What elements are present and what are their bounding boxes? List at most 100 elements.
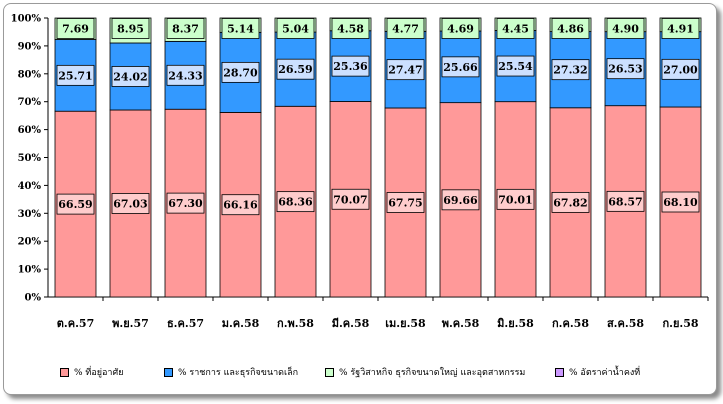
data-label-box — [441, 18, 480, 39]
x-tick-label: ก.ย.58 — [662, 317, 698, 330]
data-label: 66.59 — [58, 198, 92, 211]
y-tick-label: 60% — [18, 125, 42, 136]
data-label-box — [331, 55, 370, 77]
legend-swatch-residential — [60, 367, 69, 377]
data-label: 27.47 — [388, 64, 422, 77]
data-label: 67.82 — [553, 196, 587, 209]
data-label-box — [166, 18, 205, 39]
data-label: 4.45 — [502, 23, 529, 36]
data-label-box — [56, 64, 95, 86]
data-label: 68.57 — [608, 195, 642, 208]
data-label-box — [166, 64, 205, 86]
data-label-box — [661, 191, 700, 213]
data-label-box — [111, 18, 150, 39]
data-label: 68.10 — [663, 196, 698, 209]
data-label: 4.86 — [557, 23, 584, 36]
y-tick-label: 70% — [18, 97, 42, 108]
data-label: 5.04 — [282, 23, 309, 36]
data-label: 25.36 — [333, 60, 368, 73]
data-label: 25.71 — [58, 69, 92, 82]
data-label-box — [386, 192, 425, 213]
data-label-box — [221, 18, 260, 39]
data-label-box — [661, 18, 700, 39]
x-tick-label: ธ.ค.57 — [167, 317, 204, 330]
x-tick-label: มิ.ย.58 — [497, 317, 534, 330]
y-tick-label: 30% — [18, 209, 42, 220]
data-label-box — [111, 193, 150, 214]
data-label-box — [221, 194, 260, 216]
x-tick-label: ส.ค.58 — [607, 317, 644, 330]
data-label-box — [166, 192, 205, 214]
data-label: 70.01 — [498, 193, 532, 206]
x-tick-label: ก.ค.58 — [552, 317, 589, 330]
x-tick-label: ก.พ.58 — [277, 317, 314, 330]
legend-item-government-small: % ราชการ และธุรกิจขนาดเล็ก — [164, 365, 298, 379]
data-label: 67.03 — [113, 197, 147, 210]
x-tick-label: พ.ค.58 — [442, 317, 480, 330]
data-label-box — [56, 18, 95, 39]
legend-item-fixed-rate: % อัตราค่าน้ำคงที่ — [555, 365, 640, 379]
data-label: 28.70 — [223, 66, 258, 79]
data-label-box — [276, 58, 315, 80]
data-label-box — [496, 18, 535, 39]
legend-item-state-large-industry: % รัฐวิสาหกิจ ธุรกิจขนาดใหญ่ และอุตสาหกร… — [325, 365, 525, 379]
legend-item-residential: % ที่อยู่อาศัย — [60, 365, 123, 379]
data-label-box — [56, 193, 95, 215]
data-label-box — [276, 18, 315, 39]
data-label: 26.53 — [608, 63, 642, 76]
data-label: 8.95 — [117, 23, 144, 36]
data-label-box — [111, 66, 150, 87]
data-label-box — [551, 191, 590, 213]
data-label: 26.59 — [278, 63, 312, 76]
x-tick-label: พ.ย.57 — [112, 317, 149, 330]
data-label-box — [551, 18, 590, 39]
data-label: 4.90 — [612, 23, 639, 36]
data-label: 27.32 — [553, 64, 587, 77]
data-label-box — [386, 18, 425, 39]
y-tick-label: 50% — [18, 153, 42, 164]
data-label-box — [441, 189, 480, 211]
data-label: 68.36 — [278, 196, 313, 209]
data-label: 8.37 — [172, 23, 199, 36]
data-label-box — [606, 58, 645, 80]
legend-label-government-small: % ราชการ และธุรกิจขนาดเล็ก — [178, 368, 299, 378]
data-label: 4.69 — [447, 23, 474, 36]
legend-swatch-government-small — [164, 367, 173, 377]
y-tick-label: 100% — [11, 14, 42, 25]
data-label-box — [386, 59, 425, 81]
data-label: 24.02 — [113, 70, 147, 83]
data-label: 24.33 — [168, 69, 202, 82]
data-label-box — [221, 61, 260, 83]
y-tick-label: 0% — [25, 293, 42, 304]
data-label-box — [496, 188, 535, 210]
legend-swatch-fixed-rate — [555, 367, 564, 377]
legend: % ที่อยู่อาศัย % ราชการ และธุรกิจขนาดเล็… — [60, 365, 700, 381]
data-label: 69.66 — [443, 194, 478, 207]
data-label: 70.07 — [333, 193, 367, 206]
legend-swatch-state-large-industry — [325, 367, 334, 377]
data-label: 66.16 — [223, 199, 258, 212]
y-tick-label: 90% — [18, 41, 42, 52]
data-label: 25.66 — [443, 61, 478, 74]
y-tick-label: 10% — [18, 265, 42, 276]
data-label: 25.54 — [498, 60, 533, 73]
x-tick-label: ต.ค.57 — [57, 317, 94, 330]
data-label: 27.00 — [663, 63, 698, 76]
legend-label-fixed-rate: % อัตราค่าน้ำคงที่ — [569, 368, 641, 378]
data-label-box — [496, 55, 535, 77]
y-tick-label: 20% — [18, 237, 42, 248]
data-label-box — [441, 56, 480, 78]
y-tick-label: 40% — [18, 181, 42, 192]
data-label-box — [551, 59, 590, 81]
data-label: 4.91 — [667, 23, 694, 36]
data-label: 67.75 — [388, 196, 422, 209]
data-label-box — [331, 188, 370, 210]
data-label-box — [276, 191, 315, 213]
data-label: 67.30 — [168, 197, 203, 210]
data-label-box — [606, 18, 645, 39]
x-tick-label: เม.ย.58 — [385, 317, 426, 330]
data-label-box — [331, 18, 370, 39]
legend-label-residential: % ที่อยู่อาศัย — [74, 368, 124, 378]
x-tick-label: มี.ค.58 — [332, 317, 370, 330]
